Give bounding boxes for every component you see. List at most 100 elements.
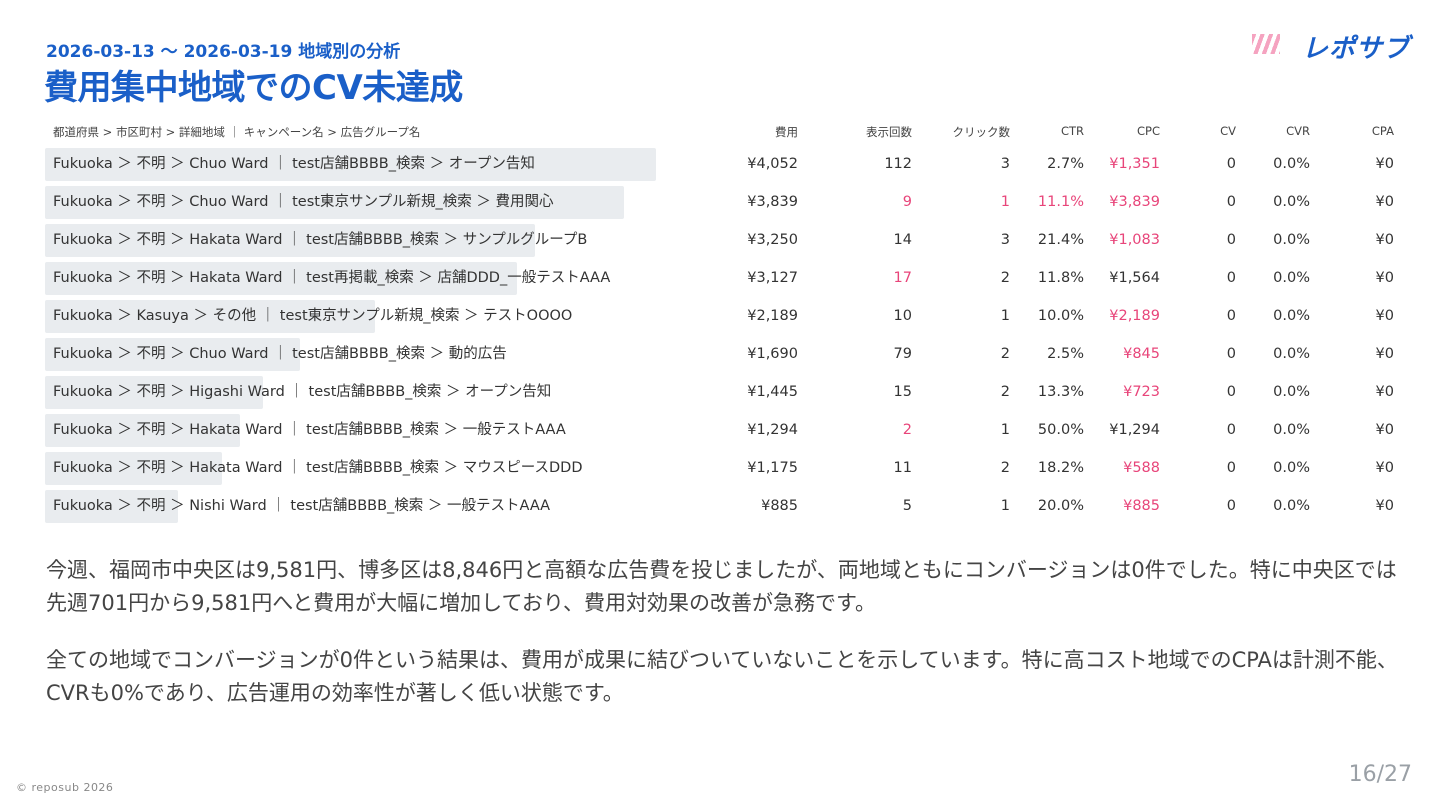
- row-label: Fukuoka ＞ 不明 ＞ Hakata Ward ｜ test店舗BBBB_…: [53, 232, 588, 248]
- cell: ¥2,189: [1109, 308, 1160, 324]
- cell: 0.0%: [1273, 460, 1310, 476]
- cell: 0: [1226, 460, 1236, 476]
- cost: ¥4,052: [747, 156, 798, 172]
- cell: 2: [1000, 460, 1010, 476]
- cost: ¥1,175: [747, 460, 798, 476]
- cell: ¥1,564: [1109, 270, 1160, 286]
- cell: 17: [893, 270, 912, 286]
- cell: ¥723: [1123, 384, 1160, 400]
- cell: 0.0%: [1273, 156, 1310, 172]
- cell: ¥0: [1375, 194, 1394, 210]
- cell: 0.0%: [1273, 346, 1310, 362]
- cell: 0: [1226, 498, 1236, 514]
- cell: 79: [893, 346, 912, 362]
- cost-bar: [45, 223, 536, 257]
- cell: 1: [1000, 308, 1010, 324]
- cell: 10: [893, 308, 912, 324]
- cell: ¥845: [1123, 346, 1160, 362]
- row-label: Fukuoka ＞ 不明 ＞ Higashi Ward ｜ test店舗BBBB…: [53, 384, 552, 400]
- column-header: 費用: [775, 125, 798, 139]
- table: 都道府県 > 市区町村 > 詳細地域 ｜ キャンペーン名 > 広告グループ名 費用…: [45, 124, 1394, 523]
- cost: ¥1,445: [747, 384, 798, 400]
- row-label: Fukuoka ＞ 不明 ＞ Nishi Ward ｜ test店舗BBBB_検…: [53, 498, 551, 514]
- cell: ¥3,839: [1109, 194, 1160, 210]
- cell: 0.0%: [1273, 232, 1310, 248]
- cell: 2: [1000, 346, 1010, 362]
- cell: 18.2%: [1037, 460, 1084, 476]
- column-header: CTR: [1060, 124, 1084, 138]
- cost: ¥1,294: [747, 422, 798, 438]
- logo: レポサブ: [1301, 34, 1410, 64]
- cell: 3: [1000, 156, 1010, 172]
- cell: 11.1%: [1037, 194, 1084, 210]
- column-header: CVR: [1286, 124, 1310, 138]
- row-label: Fukuoka ＞ Kasuya ＞ その他 ｜ test東京サンプル新規_検索…: [53, 308, 573, 324]
- cell: ¥0: [1375, 156, 1394, 172]
- cell: 20.0%: [1037, 498, 1084, 514]
- cell: 0.0%: [1273, 308, 1310, 324]
- copyright: © reposub 2026: [16, 781, 114, 794]
- cell: 0: [1226, 156, 1236, 172]
- column-header: CPC: [1137, 124, 1160, 138]
- cell: ¥588: [1123, 460, 1160, 476]
- cost-bar: [45, 451, 223, 485]
- page-number: 16/27: [1348, 762, 1412, 787]
- cost: ¥3,127: [747, 270, 798, 286]
- cell: ¥0: [1375, 422, 1394, 438]
- cell: 2: [1000, 270, 1010, 286]
- cell: 0: [1226, 422, 1236, 438]
- cell: 11: [893, 460, 912, 476]
- cell: 9: [902, 194, 912, 210]
- cost-bar: [45, 185, 624, 219]
- cell: 1: [1000, 498, 1010, 514]
- cell: 0.0%: [1273, 194, 1310, 210]
- cost-bar: [45, 413, 241, 447]
- cell: 0.0%: [1273, 270, 1310, 286]
- cost: ¥3,250: [747, 232, 798, 248]
- cell: 2.5%: [1047, 346, 1084, 362]
- column-header: CV: [1220, 124, 1236, 138]
- row-label: Fukuoka ＞ 不明 ＞ Chuo Ward ｜ test店舗BBBB_検索…: [53, 156, 535, 172]
- cell: 13.3%: [1037, 384, 1084, 400]
- cell: ¥0: [1375, 346, 1394, 362]
- cell: 0.0%: [1273, 384, 1310, 400]
- cell: 15: [893, 384, 912, 400]
- cost: ¥3,839: [747, 194, 798, 210]
- row-label: Fukuoka ＞ 不明 ＞ Chuo Ward ｜ test店舗BBBB_検索…: [53, 346, 507, 362]
- cell: 1: [1000, 422, 1010, 438]
- cost-bar: [45, 375, 263, 409]
- column-header: クリック数: [952, 125, 1011, 139]
- cell: 0: [1226, 384, 1236, 400]
- cost: ¥885: [761, 498, 798, 514]
- cost: ¥1,690: [747, 346, 798, 362]
- cell: ¥0: [1375, 460, 1394, 476]
- cell: 0: [1226, 194, 1236, 210]
- cell: 0: [1226, 346, 1236, 362]
- cell: 0: [1226, 308, 1236, 324]
- cell: ¥0: [1375, 232, 1394, 248]
- cell: ¥0: [1375, 384, 1394, 400]
- cell: 0: [1226, 232, 1236, 248]
- cell: 1: [1000, 194, 1010, 210]
- cell: 14: [893, 232, 912, 248]
- cost-bar: [45, 261, 517, 295]
- cell: ¥0: [1375, 308, 1394, 324]
- cell: ¥885: [1123, 498, 1160, 514]
- title: 費用集中地域でのCV未達成: [44, 68, 463, 108]
- paragraph: 今週、福岡市中央区は9,581円、博多区は8,846円と高額な広告費を投じました…: [46, 558, 1397, 615]
- column-header: CPA: [1371, 124, 1394, 138]
- cell: 3: [1000, 232, 1010, 248]
- cell: ¥1,294: [1109, 422, 1160, 438]
- cell: 2: [1000, 384, 1010, 400]
- row-label: Fukuoka ＞ 不明 ＞ Hakata Ward ｜ test店舗BBBB_…: [53, 422, 566, 438]
- row-label: Fukuoka ＞ 不明 ＞ Chuo Ward ｜ test東京サンプル新規_…: [53, 194, 554, 210]
- cell: ¥0: [1375, 498, 1394, 514]
- row-label: Fukuoka ＞ 不明 ＞ Hakata Ward ｜ test店舗BBBB_…: [53, 460, 583, 476]
- column-header: 表示回数: [866, 125, 912, 139]
- cell: 0: [1226, 270, 1236, 286]
- cell: 0.0%: [1273, 498, 1310, 514]
- cell: ¥1,083: [1109, 232, 1160, 248]
- cell: 0.0%: [1273, 422, 1310, 438]
